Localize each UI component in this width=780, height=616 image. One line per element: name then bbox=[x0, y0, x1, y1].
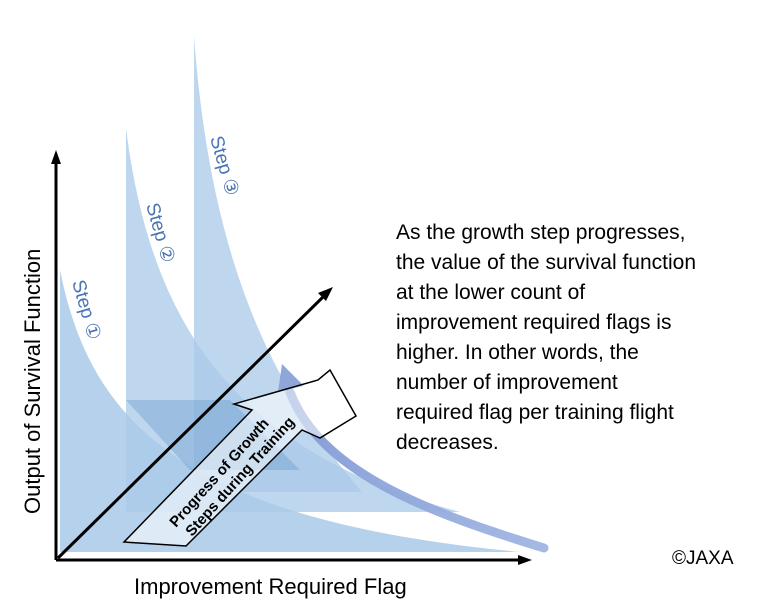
depth-axis-arrowhead bbox=[318, 287, 333, 301]
sweep-arrow-head bbox=[278, 364, 304, 392]
y-axis-arrowhead bbox=[51, 150, 61, 164]
x-axis-label: Improvement Required Flag bbox=[134, 574, 407, 599]
explanation-text: As the growth step progresses, the value… bbox=[396, 221, 697, 454]
progress-block-arrow-shape bbox=[122, 368, 358, 547]
step-3-curve-area bbox=[194, 36, 362, 492]
copyright-notice: ©JAXA bbox=[672, 548, 734, 569]
y-axis-label: Output of Survival Function bbox=[20, 249, 45, 514]
x-axis-arrowhead bbox=[518, 555, 532, 565]
depth-axis-line bbox=[56, 294, 326, 560]
